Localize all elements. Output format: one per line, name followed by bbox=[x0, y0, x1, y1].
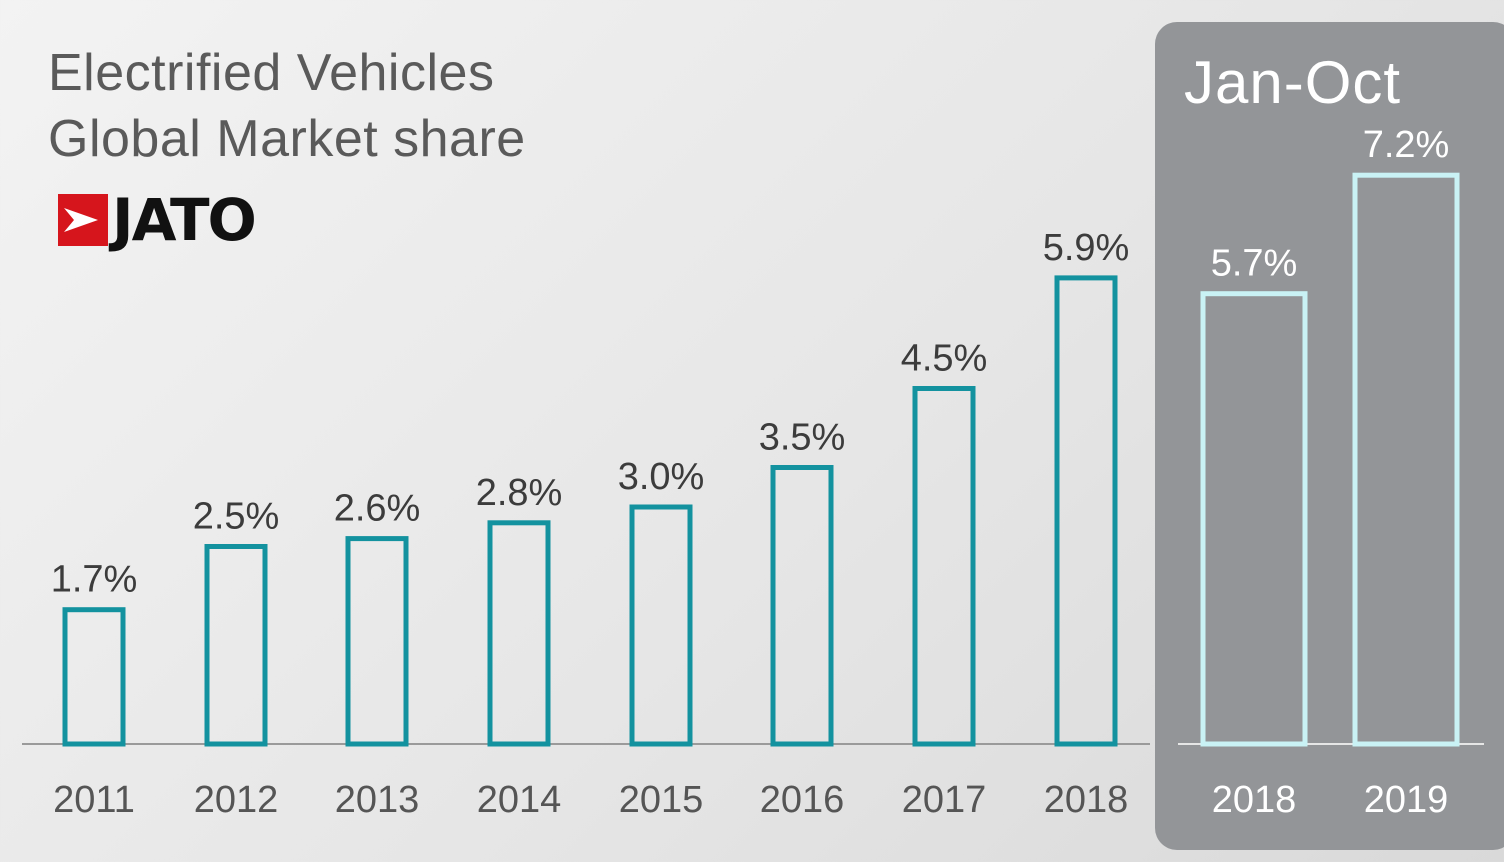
jan-oct-tick-label-2019: 2019 bbox=[1364, 779, 1449, 821]
jato-logo: JATO bbox=[58, 186, 257, 254]
annual-bar-2018 bbox=[1054, 275, 1118, 747]
annual-bar-2011 bbox=[62, 607, 126, 747]
annual-tick-label-2017: 2017 bbox=[902, 779, 987, 821]
annual-tick-label-2012: 2012 bbox=[194, 779, 279, 821]
annual-bar-2013 bbox=[345, 536, 409, 747]
chart-title-line2: Global Market share bbox=[48, 110, 526, 168]
annual-data-label-2012: 2.5% bbox=[193, 496, 280, 538]
chart-title: Electrified Vehicles Global Market share bbox=[48, 40, 526, 172]
jato-arrow-flag-icon bbox=[58, 194, 108, 246]
annual-data-label-2011: 1.7% bbox=[51, 559, 138, 601]
annual-tick-label-2014: 2014 bbox=[477, 779, 562, 821]
annual-data-label-2014: 2.8% bbox=[476, 472, 563, 514]
annual-data-label-2017: 4.5% bbox=[901, 338, 988, 380]
annual-tick-label-2018: 2018 bbox=[1044, 779, 1129, 821]
annual-bar-2017 bbox=[912, 386, 976, 747]
jan-oct-data-label-2019: 7.2% bbox=[1363, 124, 1450, 166]
annual-bar-2012 bbox=[204, 544, 268, 747]
annual-data-label-2016: 3.5% bbox=[759, 417, 846, 459]
jan-oct-data-label-2018: 5.7% bbox=[1211, 243, 1298, 285]
annual-bar-2015 bbox=[629, 504, 693, 747]
annual-bar-2016 bbox=[770, 465, 834, 747]
jato-logo-text: JATO bbox=[112, 186, 257, 254]
panel-title: Jan-Oct bbox=[1184, 49, 1402, 116]
jan-oct-panel bbox=[1155, 22, 1504, 850]
annual-tick-label-2011: 2011 bbox=[53, 779, 135, 821]
jan-oct-bar-2018 bbox=[1200, 291, 1308, 747]
chart-title-line1: Electrified Vehicles bbox=[48, 44, 495, 102]
annual-bar-2014 bbox=[487, 520, 551, 747]
annual-tick-label-2015: 2015 bbox=[619, 779, 704, 821]
annual-data-label-2018: 5.9% bbox=[1043, 227, 1130, 269]
annual-data-label-2013: 2.6% bbox=[334, 488, 421, 530]
jan-oct-tick-label-2018: 2018 bbox=[1212, 779, 1297, 821]
annual-tick-label-2013: 2013 bbox=[335, 779, 420, 821]
annual-data-label-2015: 3.0% bbox=[618, 456, 705, 498]
jan-oct-bar-2019 bbox=[1352, 172, 1460, 747]
annual-tick-label-2016: 2016 bbox=[760, 779, 845, 821]
